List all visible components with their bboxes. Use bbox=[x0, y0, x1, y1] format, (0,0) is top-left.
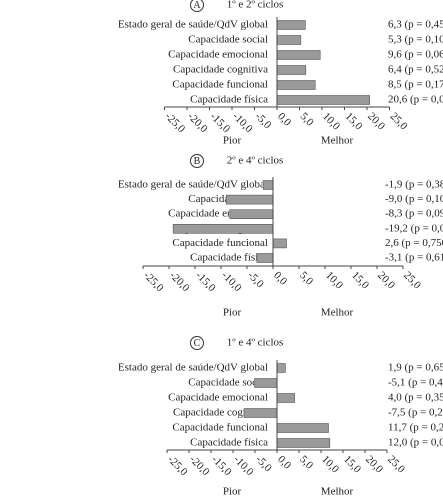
bar bbox=[276, 95, 370, 105]
bar bbox=[172, 224, 274, 234]
value-label: 4,0 (p = 0,350) bbox=[388, 392, 443, 404]
category-label: Capacidade emocional bbox=[168, 392, 268, 404]
x-tick-label: 0,0 bbox=[275, 453, 294, 472]
bar bbox=[276, 438, 331, 448]
category-label: Estado geral de saúde/QdV global bbox=[118, 362, 268, 374]
x-tick-label: -5,0 bbox=[245, 269, 266, 290]
category-label: Estado geral de saúde/QdV global bbox=[118, 19, 268, 31]
value-label: 5,3 (p = 0,102) bbox=[388, 34, 443, 46]
x-tick-label: 0,0 bbox=[275, 110, 294, 129]
category-label: Capacidade física bbox=[190, 94, 268, 106]
x-tick-label: -15,0 bbox=[209, 453, 234, 478]
value-label: 6,4 (p = 0,526) bbox=[388, 64, 443, 76]
x-tick-label: -15,0 bbox=[193, 269, 218, 294]
x-tick-label: 5,0 bbox=[298, 110, 317, 129]
x-tick-label: 5,0 bbox=[297, 453, 316, 472]
value-label: 12,0 (p = 0,028) bbox=[388, 437, 443, 449]
x-tick-label: 20,0 bbox=[375, 269, 397, 291]
x-label-left: Pior bbox=[223, 307, 242, 319]
value-label: 20,6 (p = 0,002) bbox=[388, 94, 443, 106]
category-label: Capacidade funcional bbox=[172, 422, 268, 434]
bar bbox=[243, 408, 278, 418]
category-label: Capacidade cognitiva bbox=[173, 64, 268, 76]
bar bbox=[276, 80, 316, 90]
x-tick-label: -10,0 bbox=[231, 453, 256, 478]
panel-title: 1º e 2º ciclos bbox=[227, 0, 284, 11]
bar bbox=[272, 238, 287, 249]
bar bbox=[229, 209, 274, 219]
value-label: 6,3 (p = 0,455) bbox=[388, 19, 443, 31]
value-label: -8,3 (p = 0,098) bbox=[385, 208, 443, 220]
bar bbox=[276, 35, 302, 45]
x-tick-label: -25,0 bbox=[165, 453, 190, 478]
x-tick-label: 10,0 bbox=[319, 453, 341, 475]
category-label: Capacidade emocional bbox=[168, 49, 268, 61]
x-tick-label: -25,0 bbox=[141, 269, 166, 294]
value-label: 11,7 (p = 0,249) bbox=[388, 422, 443, 434]
x-tick-label: 5,0 bbox=[297, 269, 316, 288]
panel-badge bbox=[190, 0, 204, 12]
bar bbox=[276, 20, 306, 30]
x-tick-label: 0,0 bbox=[271, 269, 290, 288]
x-tick-label: 25,0 bbox=[401, 269, 423, 291]
bar bbox=[276, 50, 321, 60]
value-label: -3,1 (p = 0,610) bbox=[385, 252, 443, 264]
x-label-right: Melhor bbox=[321, 307, 354, 319]
panel-title: 2º e 4º ciclos bbox=[227, 155, 284, 167]
bar bbox=[254, 378, 278, 388]
x-tick-label: 15,0 bbox=[343, 110, 365, 132]
value-label: -19,2 (p = 0,061) bbox=[385, 222, 443, 234]
x-tick-label: 20,0 bbox=[363, 453, 385, 475]
x-label-left: Pior bbox=[223, 135, 242, 147]
category-label: Capacidade social bbox=[188, 34, 268, 46]
value-label: 1,9 (p = 0,656) bbox=[388, 362, 443, 374]
x-tick-label: -10,0 bbox=[219, 269, 244, 294]
bar bbox=[256, 253, 274, 263]
bar bbox=[276, 363, 286, 373]
x-tick-label: 25,0 bbox=[385, 453, 407, 475]
category-label: Capacidade física bbox=[190, 252, 268, 264]
value-label: -5,1 (p = 0,461) bbox=[388, 377, 443, 389]
x-tick-label: -5,0 bbox=[253, 110, 274, 131]
value-label: 9,6 (p = 0,064) bbox=[388, 49, 443, 61]
value-label: 8,5 (p = 0,173) bbox=[388, 79, 443, 91]
x-tick-label: 10,0 bbox=[320, 110, 342, 132]
value-label: -9,0 (p = 0,102) bbox=[385, 193, 443, 205]
panel-label: C bbox=[194, 338, 201, 349]
x-tick-label: -15,0 bbox=[208, 110, 233, 135]
x-tick-label: -5,0 bbox=[253, 453, 274, 474]
value-label: 2,6 (p = 0,750) bbox=[385, 237, 443, 249]
x-tick-label: -20,0 bbox=[185, 110, 210, 135]
category-label: Capacidade funcional bbox=[172, 237, 268, 249]
panel-title: 1º e 4º ciclos bbox=[227, 337, 284, 349]
x-tick-label: -20,0 bbox=[167, 269, 192, 294]
panel-label: A bbox=[193, 0, 201, 11]
x-tick-label: 15,0 bbox=[349, 269, 371, 291]
x-label-right: Melhor bbox=[321, 486, 354, 498]
bar bbox=[276, 65, 307, 75]
category-label: Capacidade funcional bbox=[172, 79, 268, 91]
panel-badge bbox=[190, 336, 204, 350]
category-label: Capacidade física bbox=[190, 437, 268, 449]
x-tick-label: -25,0 bbox=[163, 110, 188, 135]
category-label: Estado geral de saúde/QdV global bbox=[118, 179, 268, 191]
category-label: Capacidade social bbox=[188, 377, 268, 389]
panel-label: B bbox=[194, 156, 201, 167]
x-tick-label: -10,0 bbox=[230, 110, 255, 135]
bar bbox=[276, 393, 295, 403]
x-label-left: Pior bbox=[223, 486, 242, 498]
bar bbox=[276, 423, 329, 433]
value-label: -1,9 (p = 0,383) bbox=[385, 179, 443, 191]
x-tick-label: 25,0 bbox=[388, 110, 410, 132]
bar bbox=[262, 180, 274, 190]
x-label-right: Melhor bbox=[321, 135, 354, 147]
x-tick-label: 15,0 bbox=[341, 453, 363, 475]
value-label: -7,5 (p = 0,234) bbox=[388, 407, 443, 419]
x-tick-label: 20,0 bbox=[365, 110, 387, 132]
x-tick-label: -20,0 bbox=[187, 453, 212, 478]
bar bbox=[225, 194, 274, 205]
panel-badge bbox=[190, 154, 204, 168]
x-tick-label: 10,0 bbox=[323, 269, 345, 291]
